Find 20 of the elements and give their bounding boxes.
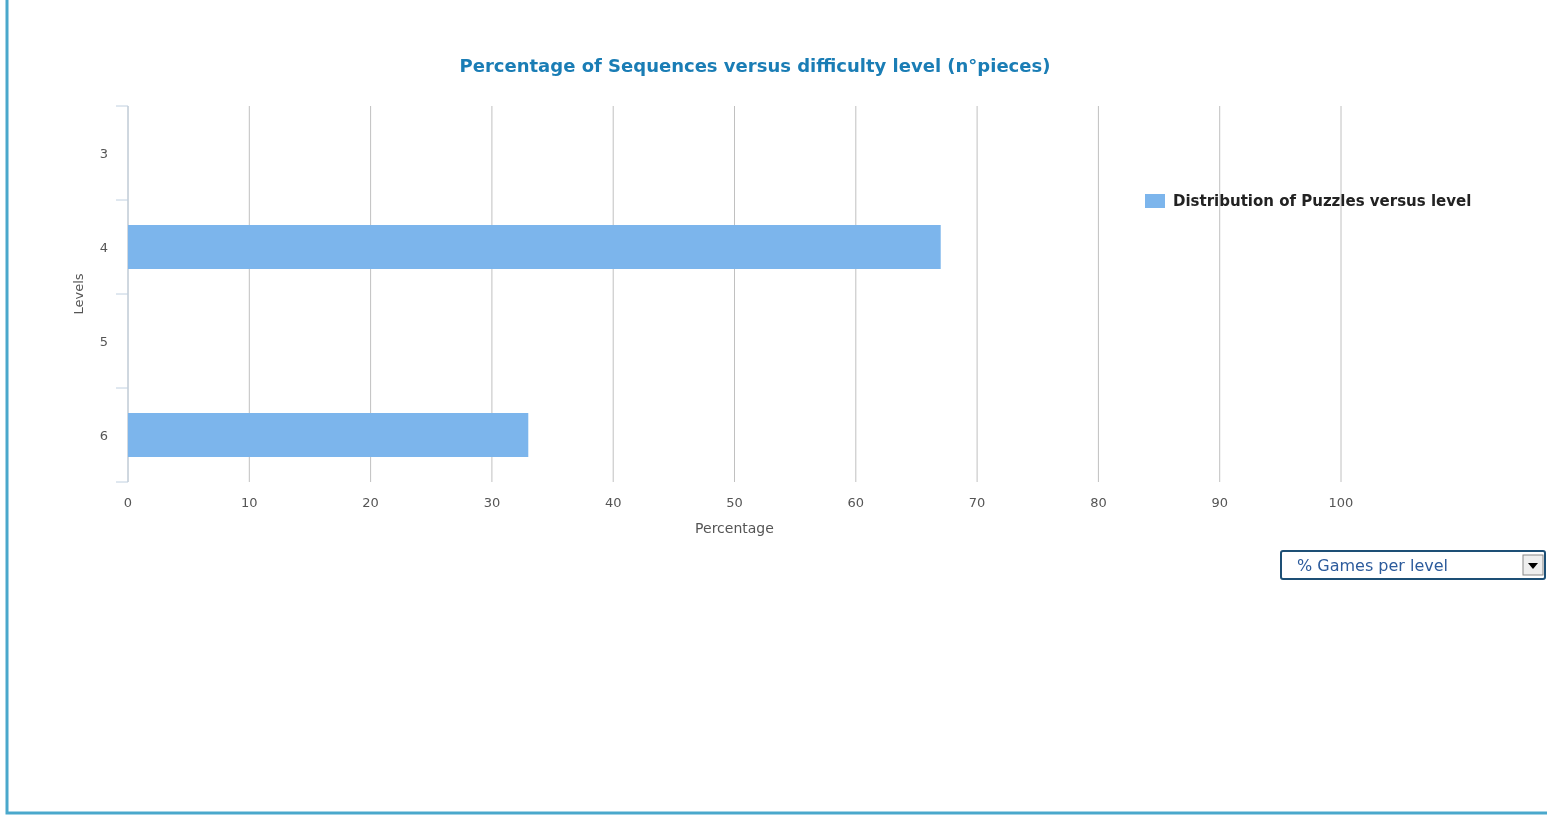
- x-tick-label: 10: [241, 495, 258, 510]
- legend-label: Distribution of Puzzles versus level: [1173, 192, 1472, 210]
- y-tick-label: 5: [99, 334, 108, 349]
- x-tick-label: 90: [1211, 495, 1228, 510]
- x-tick-label: 50: [726, 495, 743, 510]
- chart-title: Percentage of Sequences versus difficulty level (n°pieces): [459, 55, 1051, 76]
- text: % Games per level: [1297, 556, 1449, 575]
- y-tick-label: 4: [99, 240, 108, 255]
- x-tick-label: 20: [362, 495, 379, 510]
- x-tick-label: 30: [483, 495, 501, 510]
- x-tick-label: 60: [847, 495, 865, 510]
- y-axis-title: Levels: [71, 273, 86, 315]
- x-tick-label: 40: [604, 495, 622, 510]
- x-tick-label: 100: [1328, 495, 1354, 510]
- x-axis-title: Percentage: [695, 520, 774, 536]
- y-tick-label: 3: [99, 146, 108, 161]
- x-tick-label: 70: [968, 495, 986, 510]
- x-tick-label: 0: [123, 495, 133, 510]
- y-tick-label: 6: [99, 428, 108, 443]
- x-tick-label: 80: [1090, 495, 1107, 510]
